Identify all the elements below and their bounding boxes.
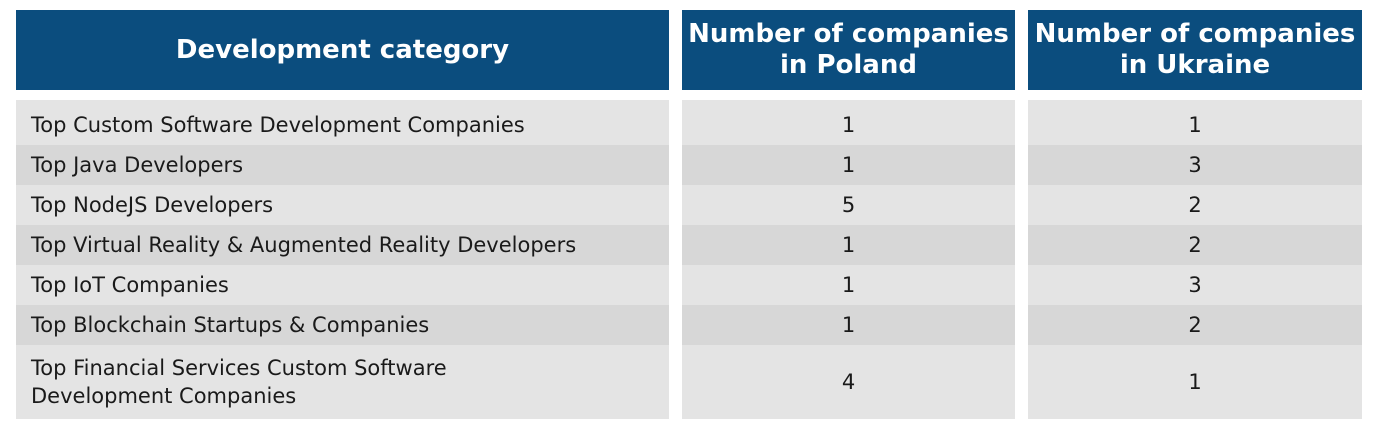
cell-value: 2 <box>1188 193 1202 217</box>
header-companies-ukraine: Number of companies in Ukraine <box>1028 10 1362 90</box>
cell-text: Top Custom Software Development Companie… <box>31 113 525 137</box>
header-label: Number of companies in Poland <box>688 19 1009 80</box>
cell-text: Top Financial Services Custom Software D… <box>31 356 447 408</box>
table-cell-ukraine: 2 <box>1028 225 1362 265</box>
cell-text: Top Java Developers <box>31 153 244 177</box>
cell-value: 1 <box>1188 370 1202 394</box>
table-cell-category: Top Financial Services Custom Software D… <box>16 345 669 419</box>
cell-text: Top Virtual Reality & Augmented Reality … <box>31 233 577 257</box>
cell-value: 1 <box>841 233 856 257</box>
cell-value: 1 <box>841 153 856 177</box>
table-cell-ukraine: 1 <box>1028 345 1362 419</box>
table-cell-ukraine: 2 <box>1028 185 1362 225</box>
cell-value: 1 <box>841 273 856 297</box>
header-companies-poland: Number of companies in Poland <box>682 10 1015 90</box>
table-cell-poland: 4 <box>682 345 1015 419</box>
header-development-category: Development category <box>16 10 669 90</box>
table-cell-poland: 1 <box>682 105 1015 145</box>
table-cell-ukraine: 2 <box>1028 305 1362 345</box>
ukraine-column: 1 3 2 2 3 2 1 <box>1028 100 1362 419</box>
table-cell-category: Top Blockchain Startups & Companies <box>16 305 669 345</box>
table-cell-category: Top Custom Software Development Companie… <box>16 105 669 145</box>
cell-value: 2 <box>1188 233 1202 257</box>
table-cell-poland: 1 <box>682 305 1015 345</box>
category-column: Top Custom Software Development Companie… <box>16 100 669 419</box>
cell-value: 1 <box>841 313 856 337</box>
poland-column: 1 1 5 1 1 1 4 <box>682 100 1015 419</box>
cell-text: Top NodeJS Developers <box>31 193 274 217</box>
table-cell-category: Top IoT Companies <box>16 265 669 305</box>
table-cell-ukraine: 1 <box>1028 105 1362 145</box>
table-cell-poland: 5 <box>682 185 1015 225</box>
header-label: Number of companies in Ukraine <box>1034 19 1356 80</box>
cell-value: 1 <box>841 113 856 137</box>
table-cell-category: Top Virtual Reality & Augmented Reality … <box>16 225 669 265</box>
header-label: Development category <box>175 34 510 65</box>
table-cell-poland: 1 <box>682 265 1015 305</box>
table-cell-poland: 1 <box>682 145 1015 185</box>
table-cell-ukraine: 3 <box>1028 145 1362 185</box>
table-cell-category: Top NodeJS Developers <box>16 185 669 225</box>
cell-value: 1 <box>1188 113 1202 137</box>
table-cell-poland: 1 <box>682 225 1015 265</box>
table-cell-category: Top Java Developers <box>16 145 669 185</box>
cell-text: Top Blockchain Startups & Companies <box>31 313 430 337</box>
cell-value: 3 <box>1188 273 1202 297</box>
cell-value: 2 <box>1188 313 1202 337</box>
cell-value: 5 <box>841 193 856 217</box>
table-cell-ukraine: 3 <box>1028 265 1362 305</box>
cell-value: 4 <box>841 370 856 394</box>
cell-value: 3 <box>1188 153 1202 177</box>
cell-text: Top IoT Companies <box>31 273 229 297</box>
